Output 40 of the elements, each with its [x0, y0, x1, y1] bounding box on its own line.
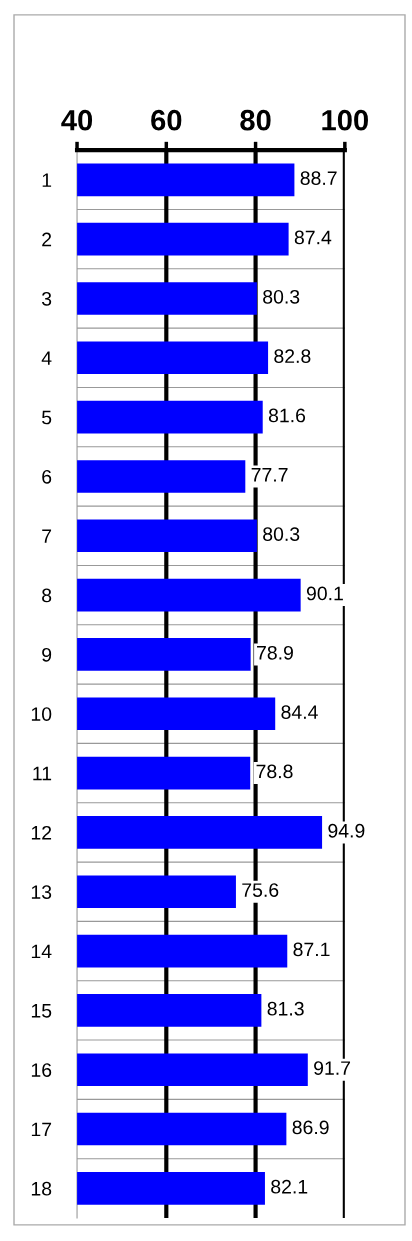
y-tick-label: 3	[41, 291, 52, 306]
y-tick-label: 16	[31, 1063, 52, 1077]
y-tick-label: 12	[31, 825, 52, 840]
data-label: 90.1	[306, 586, 343, 601]
data-label: 94.9	[328, 823, 365, 838]
y-tick-label: 5	[42, 410, 52, 425]
y-tick-label: 17	[31, 1122, 52, 1137]
y-tick-label: 11	[33, 766, 52, 781]
data-label: 87.4	[294, 230, 332, 245]
y-tick-label: 4	[41, 351, 52, 365]
data-label: 82.1	[271, 1179, 308, 1194]
y-tick-label: 18	[31, 1181, 52, 1196]
x-tick-label: 60	[151, 109, 182, 131]
y-tick-label: 10	[31, 707, 52, 721]
y-tick-label: 2	[42, 232, 52, 247]
data-label: 81.6	[268, 408, 306, 423]
x-tick-label: 40	[61, 109, 93, 131]
y-tick-label: 13	[31, 885, 52, 899]
x-tick-label: 80	[240, 109, 271, 131]
y-tick-label: 8	[42, 588, 52, 603]
y-tick-label: 6	[42, 469, 52, 484]
y-tick-label: 1	[42, 173, 52, 187]
y-tick-label: 7	[42, 529, 52, 543]
data-label: 82.8	[274, 349, 311, 364]
data-label: 84.4	[281, 705, 318, 719]
data-label: 91.7	[314, 1061, 351, 1075]
y-tick-label: 14	[31, 944, 52, 959]
data-label: 86.9	[292, 1120, 329, 1135]
y-tick-label: 15	[31, 1004, 52, 1018]
data-label: 78.8	[256, 764, 293, 779]
data-label: 81.3	[267, 1001, 304, 1016]
data-label: 87.1	[293, 942, 330, 957]
data-label: 75.6	[242, 883, 279, 897]
data-label: 78.9	[257, 645, 293, 660]
data-label: 77.7	[251, 468, 288, 482]
data-label: 88.7	[300, 171, 337, 186]
x-tick-label: 100	[322, 109, 368, 131]
data-label: 80.3	[263, 527, 300, 541]
y-tick-label: 9	[42, 647, 52, 662]
data-label: 80.3	[263, 289, 300, 304]
